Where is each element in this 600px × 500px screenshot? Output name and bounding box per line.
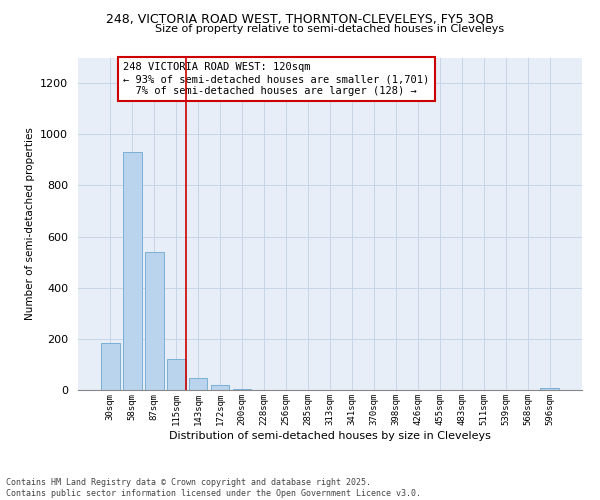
Title: Size of property relative to semi-detached houses in Cleveleys: Size of property relative to semi-detach…	[155, 24, 505, 34]
Text: 248 VICTORIA ROAD WEST: 120sqm
← 93% of semi-detached houses are smaller (1,701): 248 VICTORIA ROAD WEST: 120sqm ← 93% of …	[124, 62, 430, 96]
Text: 248, VICTORIA ROAD WEST, THORNTON-CLEVELEYS, FY5 3QB: 248, VICTORIA ROAD WEST, THORNTON-CLEVEL…	[106, 12, 494, 26]
Bar	[233, 388, 251, 390]
X-axis label: Distribution of semi-detached houses by size in Cleveleys: Distribution of semi-detached houses by …	[169, 430, 491, 440]
Bar	[145, 252, 164, 390]
Bar	[189, 378, 208, 390]
Bar	[167, 360, 185, 390]
Text: Contains HM Land Registry data © Crown copyright and database right 2025.
Contai: Contains HM Land Registry data © Crown c…	[6, 478, 421, 498]
Bar	[211, 386, 229, 390]
Bar	[101, 342, 119, 390]
Bar	[541, 388, 559, 390]
Bar	[123, 152, 142, 390]
Y-axis label: Number of semi-detached properties: Number of semi-detached properties	[25, 128, 35, 320]
